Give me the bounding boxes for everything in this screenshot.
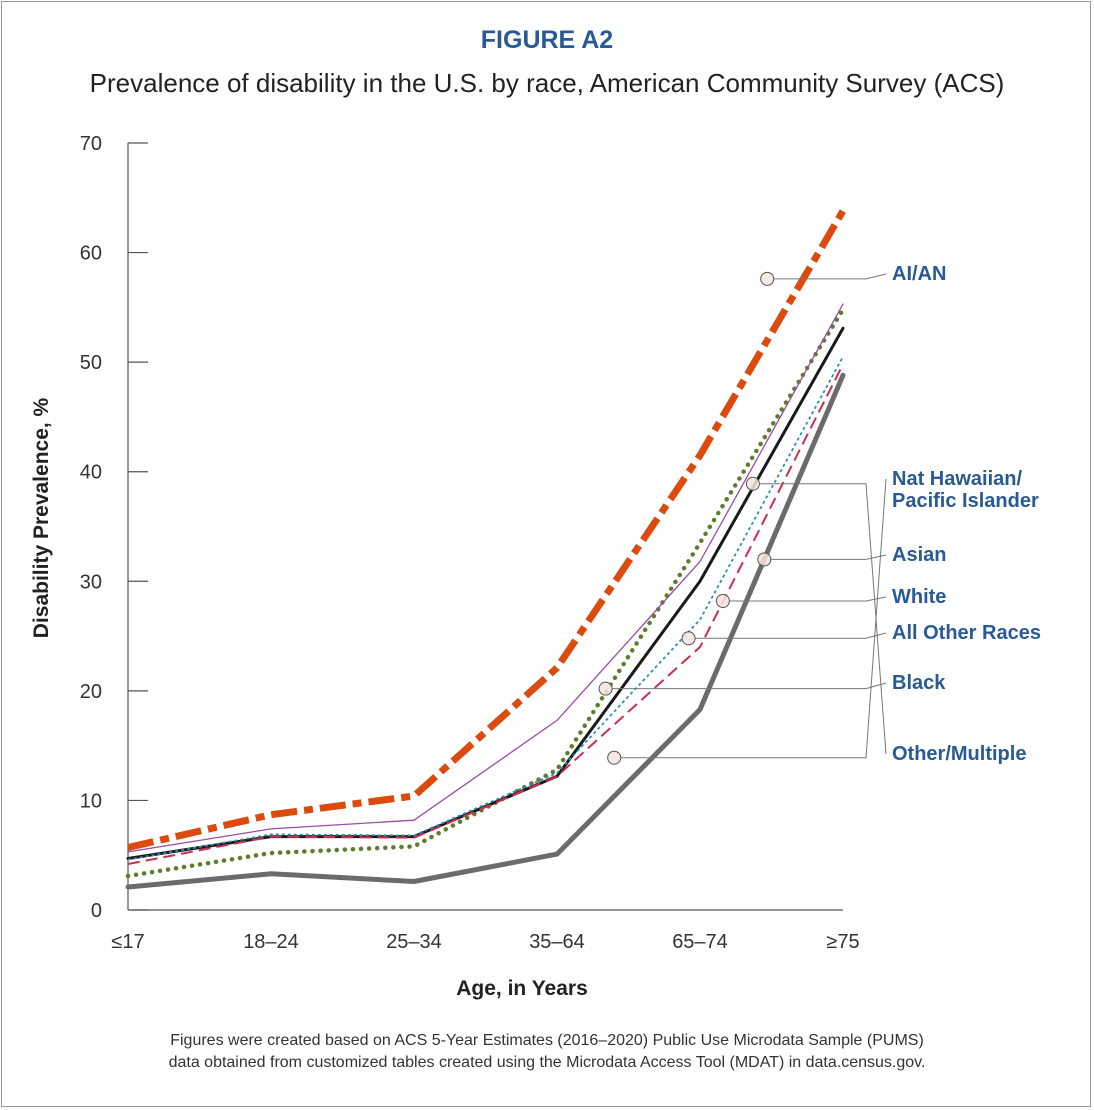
y-tick-label-20: 20 bbox=[80, 681, 102, 703]
x-tick-label-5: ≥75 bbox=[826, 931, 859, 953]
series-line-white bbox=[127, 363, 844, 865]
figure-title: Prevalence of disability in the U.S. by … bbox=[89, 68, 1005, 98]
y-tick-label-50: 50 bbox=[80, 352, 102, 374]
series-label-asian: Asian bbox=[892, 544, 946, 566]
series-line-asian bbox=[125, 372, 846, 890]
leader-line-all-other-races bbox=[695, 632, 887, 639]
leader-line-nat-hawaiian-pacific-islander bbox=[621, 478, 887, 759]
x-tick-label-2: 25–34 bbox=[386, 931, 442, 953]
leader-line-white bbox=[729, 596, 887, 602]
y-axis-title: Disability Prevalence, % bbox=[30, 397, 53, 638]
series-line-black bbox=[125, 307, 846, 879]
series-marker-ai-an bbox=[760, 271, 775, 286]
x-axis-title: Age, in Years bbox=[456, 977, 588, 1000]
y-tick-label-10: 10 bbox=[80, 790, 102, 812]
series-label-nat-hawaiian-pacific-islander-line-2: Pacific Islander bbox=[892, 490, 1039, 512]
x-tick-label-3: 35–64 bbox=[529, 931, 585, 953]
series-label-nat-hawaiian-pacific-islander-line-1: Nat Hawaiian/ bbox=[892, 468, 1022, 490]
series-label-all-other-races: All Other Races bbox=[892, 622, 1041, 644]
x-tick-label-1: 18–24 bbox=[243, 931, 299, 953]
series-marker-black bbox=[598, 681, 613, 696]
series-marker-all-other-races bbox=[681, 631, 696, 646]
y-tick-label-30: 30 bbox=[80, 571, 102, 593]
series-marker-asian bbox=[757, 552, 772, 567]
leader-line-other-multiple bbox=[759, 483, 887, 755]
series-label-white: White bbox=[892, 586, 946, 608]
series-marker-nat-hawaiian-pacific-islander bbox=[607, 750, 622, 765]
series-line-all-other-races bbox=[127, 356, 844, 861]
series-marker-other-multiple bbox=[745, 476, 760, 491]
leader-line-black bbox=[612, 682, 887, 690]
leader-line-ai-an bbox=[774, 273, 887, 280]
series-label-other-multiple: Other/Multiple bbox=[892, 743, 1026, 765]
y-tick-label-40: 40 bbox=[80, 462, 102, 484]
x-tick-label-0: ≤17 bbox=[111, 931, 144, 953]
series-line-ai-an bbox=[127, 209, 847, 851]
y-tick-label-70: 70 bbox=[80, 133, 102, 155]
y-tick-label-60: 60 bbox=[80, 243, 102, 265]
y-tick-label-0: 0 bbox=[91, 900, 102, 922]
leader-line-asian bbox=[771, 554, 887, 560]
series-line-other-multiple bbox=[126, 326, 845, 860]
series-label-black: Black bbox=[892, 672, 946, 694]
series-line-nat-hawaiian-pacific-islander bbox=[127, 303, 844, 853]
figure-label: FIGURE A2 bbox=[480, 26, 614, 54]
footnote-line-2: data obtained from customized tables cre… bbox=[168, 1054, 926, 1071]
footnote-line-1: Figures were created based on ACS 5-Year… bbox=[170, 1032, 924, 1049]
x-tick-label-4: 65–74 bbox=[672, 931, 728, 953]
footnote: Figures were created based on ACS 5-Year… bbox=[0, 1030, 1094, 1074]
series-marker-white bbox=[715, 594, 730, 609]
series-label-ai-an: AI/AN bbox=[892, 263, 946, 285]
